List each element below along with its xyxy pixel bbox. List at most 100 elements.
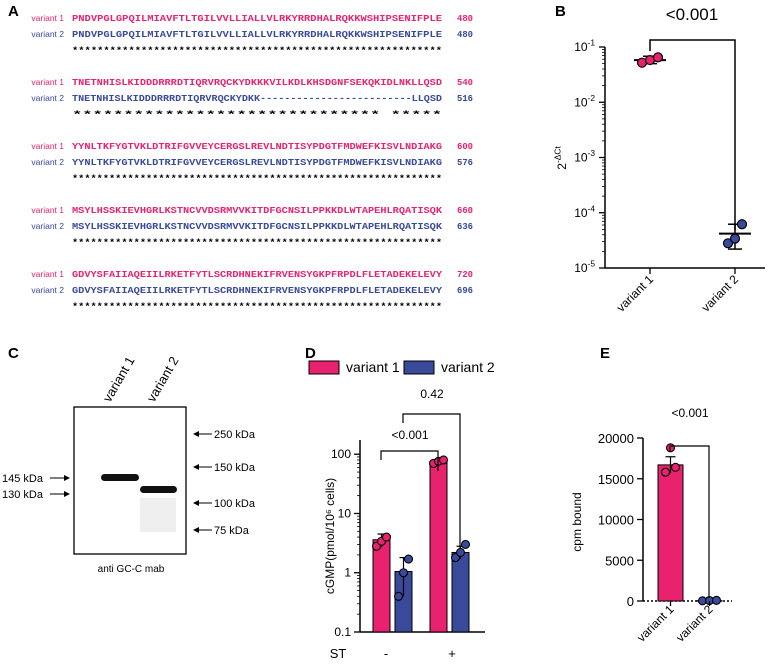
data-point xyxy=(736,219,748,230)
variant-2-sequence: YYNLTKFYGTVKLDTRIFGVVEYCERGSLREVLNDTISYP… xyxy=(72,158,442,168)
data-point xyxy=(670,462,681,472)
chart-d: 0.1 1 10 100 cGMP(pmol/10⁶ cells) variant 1 va… xyxy=(308,359,495,661)
p-value-label: <0.001 xyxy=(671,406,708,420)
y-tick-label: 15000 xyxy=(598,472,634,487)
x-axis-label: ST xyxy=(330,646,347,661)
variant-1-position: 600 xyxy=(457,142,473,152)
significance-bracket xyxy=(649,39,736,230)
data-point xyxy=(398,568,409,578)
lane-label: variant 1 xyxy=(100,354,138,405)
variant-1-sequence: GDVYSFAIIAQEIILRKETFYTLSCRDHNEKIFRVENSYG… xyxy=(72,270,443,280)
panel-label-b: B xyxy=(555,3,566,20)
p-value-label: 0.42 xyxy=(420,387,444,401)
variant-2-label: variant 2 xyxy=(31,93,64,103)
variant-2-sequence: MSYLHSSKIEVHGRLKSTNCVVDSRMVVKITDFGCNSILP… xyxy=(72,222,443,232)
data-point xyxy=(460,539,471,550)
data-point xyxy=(722,238,734,249)
significance-bracket xyxy=(402,413,461,548)
y-tick-label: 0.1 xyxy=(334,625,351,639)
panel-label-c: C xyxy=(8,345,19,362)
variant-2-sequence: GDVYSFAIIAQEIILRKETFYTLSCRDHNEKIFRVENSYG… xyxy=(72,286,443,296)
variant-2-label: variant 2 xyxy=(31,29,64,39)
bar xyxy=(372,539,391,633)
data-point xyxy=(455,547,466,557)
marker-arrowhead xyxy=(193,464,199,470)
x-tick-label: variant 1 xyxy=(614,272,657,315)
marker-arrowhead xyxy=(64,491,70,497)
y-tick-label: 5000 xyxy=(605,553,634,568)
x-tick-label: variant 1 xyxy=(634,602,677,645)
conservation-line: ****************************************… xyxy=(72,174,442,184)
conservation-line: ****************************** ***** xyxy=(72,110,442,120)
data-point xyxy=(381,532,392,542)
conservation-line: ****************************************… xyxy=(72,302,442,312)
y-tick-label: 10-5 xyxy=(574,259,595,275)
data-point xyxy=(660,467,671,477)
variant-1-label: variant 1 xyxy=(31,13,64,23)
marker-label: 150 kDa xyxy=(214,462,256,474)
panel-label-e: E xyxy=(600,345,610,362)
bar xyxy=(657,464,684,602)
marker-arrowhead xyxy=(193,527,199,533)
variant-1-label: variant 1 xyxy=(31,141,64,151)
marker-label: 75 kDa xyxy=(214,525,250,537)
data-point xyxy=(438,455,449,465)
significance-bracket xyxy=(380,450,439,471)
y-tick-label: 20000 xyxy=(598,431,634,446)
data-point xyxy=(393,591,404,601)
variant-1-label: variant 1 xyxy=(31,205,64,215)
variant-2-position: 576 xyxy=(457,158,473,168)
variant-2-label: variant 2 xyxy=(31,285,64,295)
data-point xyxy=(403,554,414,564)
y-tick-label: 10000 xyxy=(598,513,634,528)
legend-label: variant 1 xyxy=(346,359,400,375)
legend-swatch xyxy=(308,360,340,375)
legend-label: variant 2 xyxy=(441,359,495,375)
group-label: - xyxy=(384,646,388,661)
bar xyxy=(429,461,448,633)
panel-label-a: A xyxy=(8,3,19,20)
variant-1-sequence: TNETNHISLKIDDDRRRDTIQRVRQCKYDKKKVILKDLKH… xyxy=(72,78,442,88)
y-tick-label: 100 xyxy=(331,447,351,461)
data-point xyxy=(729,233,741,244)
legend-swatch xyxy=(403,360,435,375)
marker-label: 130 kDa xyxy=(2,489,44,501)
chart-b: 10-1 10-2 10-3 10-4 10-5 2-ΔCt variant 1 varian… xyxy=(553,5,765,315)
marker-label: 100 kDa xyxy=(214,498,256,510)
variant-2-position: 480 xyxy=(457,30,473,40)
variant-2-position: 696 xyxy=(457,286,473,296)
y-tick-label: 10-3 xyxy=(574,148,595,164)
x-tick-label: variant 2 xyxy=(699,272,742,315)
y-axis-label: cpm bound xyxy=(570,492,584,551)
variant-2-position: 636 xyxy=(457,222,473,232)
marker-arrowhead xyxy=(193,431,199,437)
p-value-label: <0.001 xyxy=(666,5,718,24)
chart-e: 0 5000 10000 15000 20000 cpm bound variant 1va… xyxy=(570,406,732,645)
data-point xyxy=(711,595,722,605)
variant-1-position: 660 xyxy=(457,206,473,216)
variant-2-sequence: PNDVPGLGPQILMIAVFTLTGILVVLLIALLVLRKYRRDH… xyxy=(72,30,442,40)
y-tick-label: 10-2 xyxy=(574,93,595,109)
lane-label: variant 2 xyxy=(144,354,182,405)
variant-1-sequence: PNDVPGLGPQILMIAVFTLTGILVVLLIALLVLRKYRRDH… xyxy=(72,14,442,24)
y-tick-label: 0 xyxy=(627,594,634,609)
marker-label: 250 kDa xyxy=(214,429,256,441)
variant-2-sequence: TNETNHISLKIDDDRRRDTIQRVRQCKYDKK---------… xyxy=(72,94,442,104)
x-tick-label: variant 2 xyxy=(673,602,716,645)
conservation-line: ****************************************… xyxy=(72,238,442,248)
y-tick-label: 10-1 xyxy=(574,38,595,54)
variant-1-sequence: YYNLTKFYGTVKLDTRIFGVVEYCERGSLREVLNDTISYP… xyxy=(72,142,442,152)
variant-2-position: 516 xyxy=(457,94,473,104)
p-value-label: <0.001 xyxy=(391,428,428,442)
blot-caption: anti GC-C mab xyxy=(98,564,165,575)
y-tick-label: 1 xyxy=(344,566,351,580)
band-variant-1 xyxy=(101,474,139,481)
variant-1-sequence: MSYLHSSKIEVHGRLKSTNCVVDSRMVVKITDFGCNSILP… xyxy=(72,206,443,216)
conservation-line: ****************************************… xyxy=(72,46,442,56)
variant-1-label: variant 1 xyxy=(31,77,64,87)
marker-arrowhead xyxy=(193,500,199,506)
significance-bracket xyxy=(669,445,710,598)
group-label: + xyxy=(448,646,456,661)
marker-arrowhead xyxy=(64,475,70,481)
